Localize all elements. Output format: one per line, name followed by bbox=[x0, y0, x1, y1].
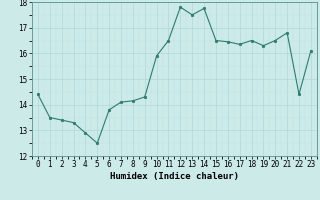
X-axis label: Humidex (Indice chaleur): Humidex (Indice chaleur) bbox=[110, 172, 239, 181]
